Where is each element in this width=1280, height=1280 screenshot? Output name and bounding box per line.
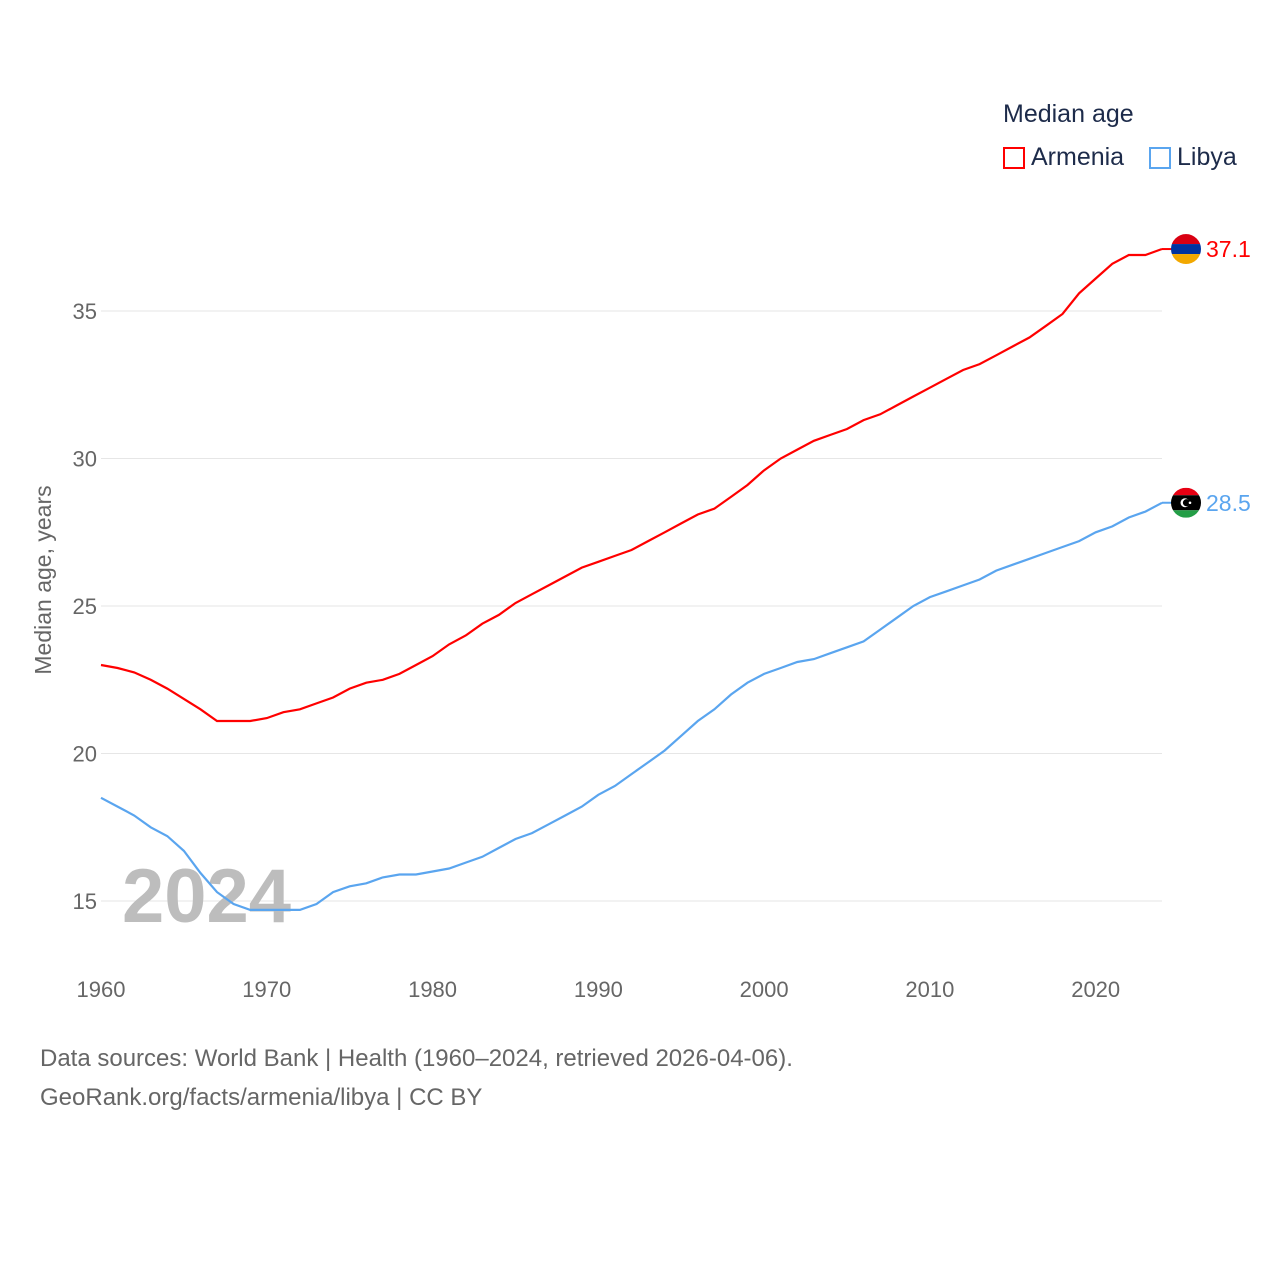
x-tick-label: 1970: [242, 977, 291, 1002]
x-tick-label: 1980: [408, 977, 457, 1002]
legend-title: Median age: [1003, 100, 1134, 128]
x-tick-label: 2000: [740, 977, 789, 1002]
footer-attribution: GeoRank.org/facts/armenia/libya | CC BY: [40, 1084, 483, 1111]
x-tick-label: 1990: [574, 977, 623, 1002]
legend-item-armenia[interactable]: Armenia: [1003, 143, 1124, 172]
series-lines: [100, 247, 1172, 911]
x-tick-label: 2010: [905, 977, 954, 1002]
flag-armenia-icon: [1171, 234, 1201, 265]
end-label-armenia: 37.1: [1206, 236, 1251, 262]
x-tick-label: 1960: [77, 977, 126, 1002]
series-line-libya: [100, 501, 1163, 911]
y-tick-label: 20: [73, 742, 97, 767]
legend-item-libya[interactable]: Libya: [1149, 143, 1237, 172]
legend-label: Libya: [1177, 143, 1237, 171]
flag-libya-icon: [1171, 487, 1201, 518]
grid-lines: [101, 310, 1162, 902]
footer-sources: Data sources: World Bank | Health (1960–…: [40, 1045, 793, 1072]
series-line-armenia: [100, 247, 1163, 723]
legend-swatch-armenia: [1003, 146, 1025, 169]
end-label-libya: 28.5: [1206, 490, 1251, 516]
y-axis-ticks: 15 20 25 30 35: [73, 299, 97, 914]
y-tick-label: 30: [73, 447, 97, 472]
y-tick-label: 15: [73, 889, 97, 914]
legend-swatch-libya: [1149, 146, 1171, 169]
x-tick-label: 2020: [1071, 977, 1120, 1002]
y-axis-label: Median age, years: [30, 485, 56, 674]
x-axis-ticks: 1960 1970 1980 1990 2000 2010 2020: [77, 977, 1121, 1002]
y-tick-label: 25: [73, 594, 97, 619]
y-tick-label: 35: [73, 299, 97, 324]
legend-label: Armenia: [1031, 143, 1125, 171]
year-watermark: 2024: [122, 854, 291, 939]
